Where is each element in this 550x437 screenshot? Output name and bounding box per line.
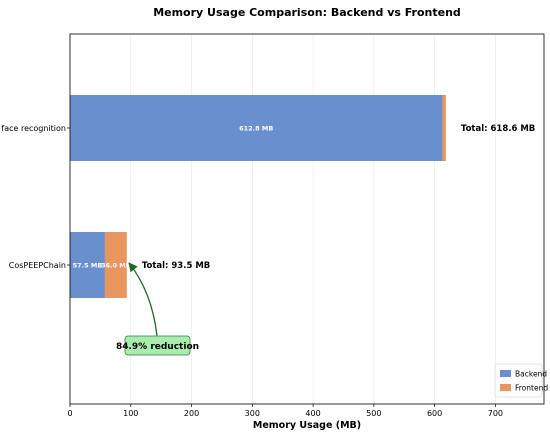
legend: Backend Frontend bbox=[494, 363, 548, 398]
x-tick-label: 500 bbox=[366, 409, 381, 418]
x-tick-label: 200 bbox=[184, 409, 199, 418]
x-tick-label: 400 bbox=[305, 409, 320, 418]
x-axis-ticks: 0 100 200 300 400 500 600 700 bbox=[67, 404, 503, 418]
annotation-arrow bbox=[128, 262, 158, 337]
chart-title: Memory Usage Comparison: Backend vs Fron… bbox=[153, 6, 461, 19]
legend-label-frontend: Frontend bbox=[515, 384, 548, 393]
bar-value-label: 36.0 MB bbox=[101, 262, 131, 270]
x-tick-label: 300 bbox=[245, 409, 260, 418]
bar-value-label: 612.8 MB bbox=[239, 125, 273, 133]
legend-label-backend: Backend bbox=[515, 370, 547, 379]
total-label: Total: 618.6 MB bbox=[461, 124, 535, 134]
x-tick-label: 700 bbox=[488, 409, 503, 418]
y-axis-ticks: ICP face recognition CosPEEPChain bbox=[0, 124, 70, 270]
y-tick-label: ICP face recognition bbox=[0, 124, 66, 133]
bar-backend-0 bbox=[70, 95, 443, 161]
x-tick-label: 600 bbox=[427, 409, 442, 418]
total-label: Total: 93.5 MB bbox=[142, 261, 210, 271]
x-tick-label: 100 bbox=[123, 409, 138, 418]
reduction-annotation: 84.9% reduction bbox=[116, 262, 199, 356]
bar-value-label: 57.5 MB bbox=[73, 262, 103, 270]
annotation-text: 84.9% reduction bbox=[116, 342, 199, 352]
legend-swatch-backend bbox=[500, 370, 511, 377]
bar-frontend-0 bbox=[442, 95, 446, 161]
legend-swatch-frontend bbox=[500, 384, 511, 391]
plot-frame bbox=[69, 33, 545, 405]
annotation-box bbox=[124, 335, 191, 356]
x-axis-label: Memory Usage (MB) bbox=[253, 420, 361, 431]
y-tick-label: CosPEEPChain bbox=[9, 261, 66, 270]
x-tick-label: 0 bbox=[67, 409, 72, 418]
bar-backend-1 bbox=[70, 232, 105, 298]
bar-frontend-1 bbox=[104, 232, 127, 298]
